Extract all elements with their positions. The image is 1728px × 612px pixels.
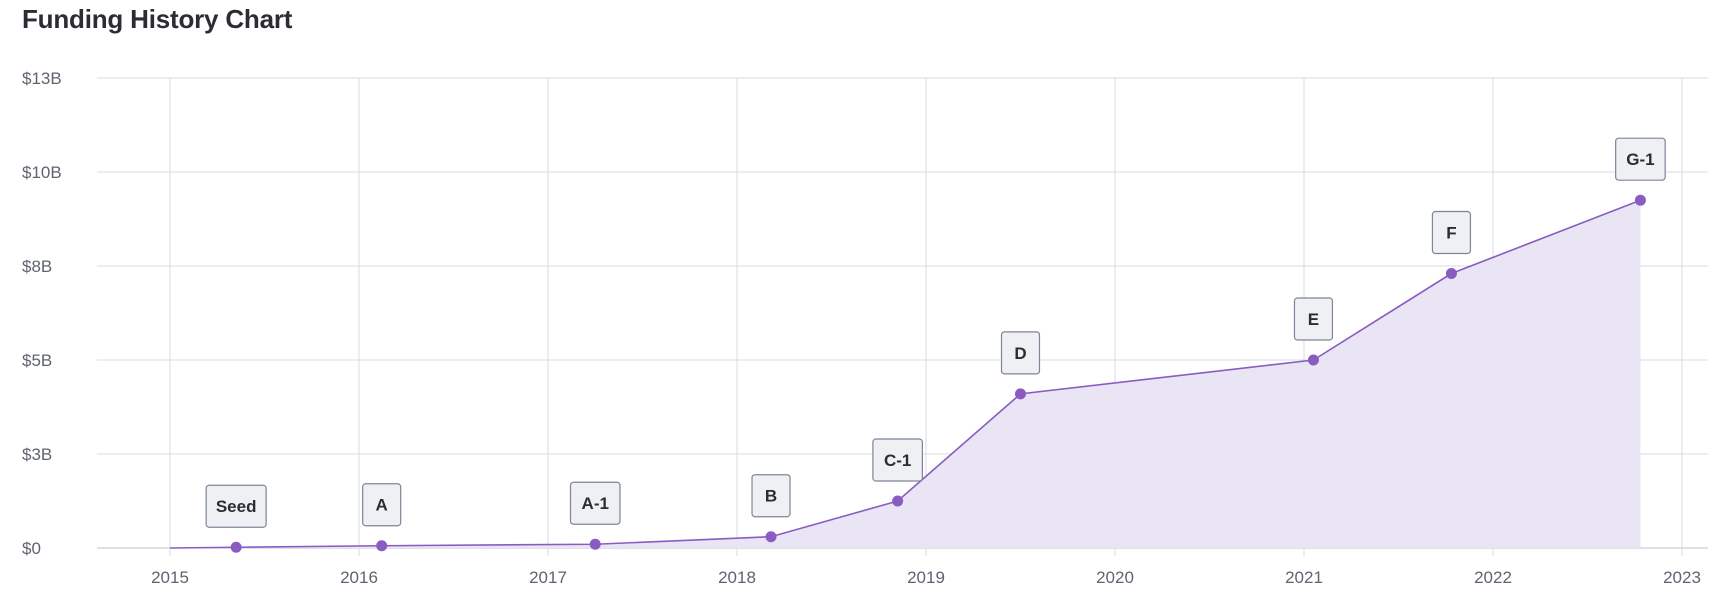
x-tick-label: 2022 bbox=[1474, 568, 1512, 587]
round-label: E bbox=[1293, 297, 1334, 341]
round-label: C-1 bbox=[872, 438, 924, 482]
round-label-text: D bbox=[1014, 344, 1026, 363]
y-tick-label: $0 bbox=[22, 539, 41, 558]
round-label: A-1 bbox=[569, 481, 621, 525]
line-layer bbox=[169, 199, 1641, 549]
data-point bbox=[765, 531, 777, 543]
x-tick-label: 2017 bbox=[529, 568, 567, 587]
round-label-text: Seed bbox=[216, 497, 257, 516]
y-tick-label: $13B bbox=[22, 69, 62, 88]
y-tick-label: $5B bbox=[22, 351, 52, 370]
x-tick-label: 2016 bbox=[340, 568, 378, 587]
round-label-text: C-1 bbox=[884, 451, 911, 470]
x-tick-label: 2018 bbox=[718, 568, 756, 587]
points-layer bbox=[230, 194, 1646, 553]
data-point bbox=[892, 495, 904, 507]
funding-line bbox=[169, 199, 1641, 549]
round-label-text: E bbox=[1308, 310, 1319, 329]
round-label: A bbox=[362, 483, 402, 527]
round-label-box bbox=[751, 474, 791, 518]
round-label-box bbox=[569, 481, 621, 525]
round-label-box bbox=[1615, 137, 1666, 181]
round-label: B bbox=[751, 474, 791, 518]
x-axis-ticks: 2015 2016 2017 2018 2019 2020 2021 2022 2023 bbox=[151, 568, 1701, 587]
data-point bbox=[376, 540, 388, 552]
y-tick-label: $3B bbox=[22, 445, 52, 464]
round-label-box bbox=[872, 438, 924, 482]
x-tick-label: 2021 bbox=[1285, 568, 1323, 587]
round-label-text: G-1 bbox=[1626, 150, 1654, 169]
round-label: G-1 bbox=[1615, 137, 1666, 181]
data-point bbox=[1445, 268, 1457, 280]
data-point bbox=[1015, 388, 1026, 400]
round-labels-layer: Seed A A-1 B C-1 D E F G-1 bbox=[205, 137, 1666, 528]
data-point bbox=[589, 538, 601, 550]
x-tick-label: 2023 bbox=[1663, 568, 1701, 587]
data-point bbox=[230, 541, 242, 553]
round-label-text: F bbox=[1446, 224, 1456, 243]
round-label: Seed bbox=[205, 484, 267, 528]
area-layer bbox=[170, 200, 1641, 548]
y-axis-ticks: $0 $3B $5B $8B $10B $13B bbox=[22, 69, 62, 558]
round-label-box bbox=[1000, 331, 1041, 375]
chart-title: Funding History Chart bbox=[22, 4, 293, 34]
round-label-text: A bbox=[376, 496, 388, 515]
x-tick-label: 2020 bbox=[1096, 568, 1134, 587]
round-label-box bbox=[362, 483, 402, 527]
x-tick-label: 2015 bbox=[151, 568, 189, 587]
data-point bbox=[1634, 194, 1646, 206]
y-tick-label: $8B bbox=[22, 257, 52, 276]
round-label-box bbox=[1293, 297, 1334, 341]
round-label: F bbox=[1431, 210, 1472, 255]
round-label-box bbox=[205, 484, 267, 528]
round-label-text: B bbox=[765, 487, 777, 506]
data-point bbox=[1307, 354, 1319, 366]
round-label-text: A-1 bbox=[582, 494, 609, 513]
round-label: D bbox=[1000, 331, 1041, 375]
y-tick-label: $10B bbox=[22, 163, 62, 182]
x-tick-label: 2019 bbox=[907, 568, 945, 587]
round-label-box bbox=[1431, 210, 1472, 255]
funding-area bbox=[170, 200, 1641, 548]
